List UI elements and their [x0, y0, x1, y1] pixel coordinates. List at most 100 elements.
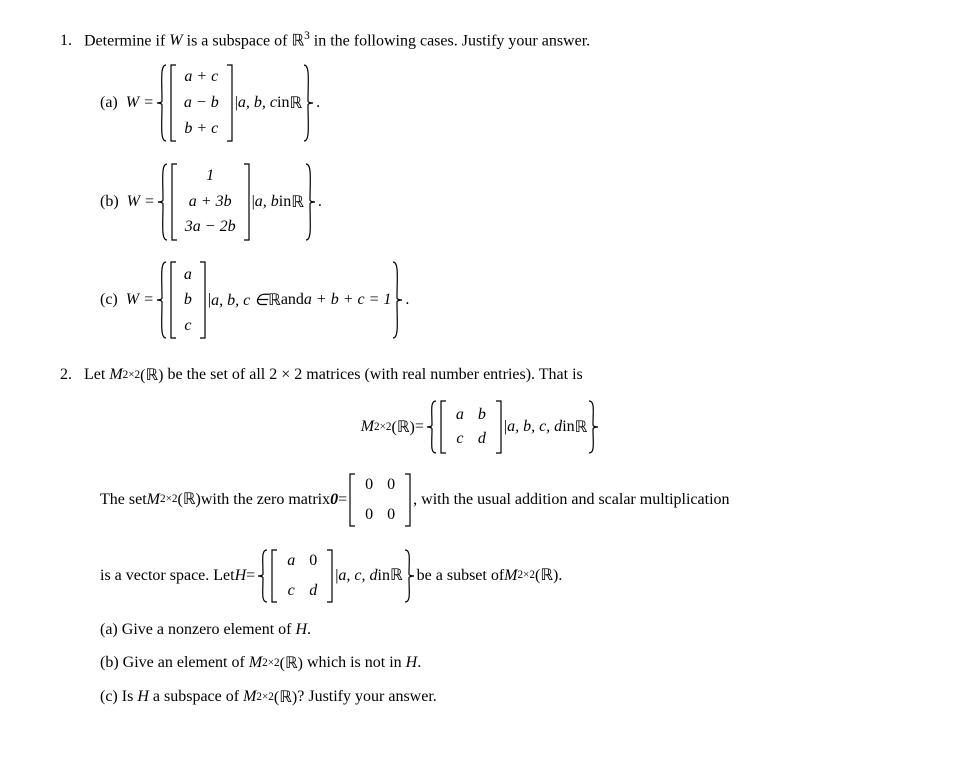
entry: c: [184, 313, 191, 339]
lhs: W =: [126, 291, 154, 309]
zero-vec: 0: [330, 488, 338, 512]
rbrace-icon: [391, 260, 405, 340]
lbracket-icon: [438, 399, 448, 455]
problem-2-line3: is a vector space. Let H = a 0 c d | a, …: [100, 545, 902, 607]
problem-2-text: Let M2×2(ℝ) be the set of all 2 × 2 matr…: [84, 365, 583, 385]
text: be the set of all 2 × 2 matrices (with r…: [163, 366, 582, 383]
entry: c: [287, 579, 295, 603]
eq: =: [338, 488, 347, 512]
matrix-entries: a 0 c d: [279, 545, 325, 607]
rbracket-icon: [325, 548, 335, 604]
lbracket-icon: [168, 260, 178, 340]
parenR: (ℝ): [274, 687, 297, 707]
entry: 3a − 2b: [185, 214, 236, 240]
text: Is: [122, 688, 138, 705]
text: .: [417, 654, 421, 671]
matrix-entries: a b c d: [448, 402, 494, 452]
M: M: [243, 688, 256, 706]
rbracket-icon: [403, 472, 413, 528]
lbracket-icon: [269, 548, 279, 604]
lbrace-icon: [154, 260, 168, 340]
set-R: ℝ: [289, 93, 302, 113]
problem-1b: (b) W = 1 a + 3b 3a − 2b | a, b in ℝ .: [100, 161, 902, 242]
zero-matrix: 0 0 0 0: [347, 469, 413, 531]
text: is a vector space. Let: [100, 564, 235, 588]
eq: =: [246, 564, 255, 588]
label-1c: (c): [100, 291, 118, 309]
text: is a subspace of: [183, 32, 292, 49]
entry: 0: [309, 549, 317, 573]
parenR: (ℝ): [535, 564, 558, 588]
vars: a, b, c: [238, 94, 277, 112]
M22R: M2×2(ℝ): [504, 564, 558, 588]
entry: a + 3b: [189, 189, 232, 215]
text: .: [307, 621, 311, 638]
entry: 0: [365, 473, 373, 497]
entry: d: [309, 579, 317, 603]
entry: b: [184, 287, 192, 313]
vars: a, b: [255, 193, 279, 211]
entry: a: [456, 406, 464, 424]
parenR: (ℝ): [177, 488, 200, 512]
vector-entries: 1 a + 3b 3a − 2b: [179, 161, 242, 242]
H: H: [406, 654, 418, 672]
vector-entries: a + c a − b b + c: [178, 62, 225, 143]
set-R: ℝ: [291, 32, 304, 49]
entry: b + c: [184, 116, 218, 142]
label-2b: (b): [100, 654, 119, 671]
lbrace-icon: [154, 63, 168, 143]
text: Let: [84, 366, 109, 383]
text: Give an element of: [123, 654, 249, 671]
set-R: ℝ: [390, 564, 403, 588]
text: ? Justify your answer.: [297, 688, 437, 705]
rbrace-icon: [403, 548, 417, 604]
sub: 2×2: [256, 691, 274, 703]
set-1c: W = a b c | a, b, c ∈ ℝ and a + b + c = …: [126, 260, 410, 341]
text: in: [279, 193, 291, 211]
eq-M22R-def: M2×2(ℝ) = a b c d | a, b, c, d in ℝ: [60, 399, 902, 455]
M22R: M2×2(ℝ): [109, 365, 163, 385]
matrix-entries: 0 0 0 0: [357, 469, 403, 531]
entry: a: [184, 262, 192, 288]
problem-2a: (a) Give a nonzero element of H.: [100, 621, 902, 639]
problem-1-number: 1.: [60, 32, 84, 50]
vars: a, b, c ∈: [211, 290, 268, 310]
period: .: [316, 94, 320, 112]
problem-2: 2. Let M2×2(ℝ) be the set of all 2 × 2 m…: [60, 365, 902, 707]
lbrace-icon: [424, 399, 438, 455]
M: M: [249, 654, 262, 672]
sub: 2×2: [374, 421, 392, 433]
text: The set: [100, 488, 147, 512]
set-1a: W = a + c a − b b + c | a, b, c in ℝ .: [126, 62, 320, 143]
problem-1-statement: 1. Determine if W is a subspace of ℝ3 in…: [60, 30, 902, 50]
M22R: M2×2(ℝ): [249, 653, 303, 673]
rbrace-icon: [587, 399, 601, 455]
problem-1a: (a) W = a + c a − b b + c | a, b, c in ℝ…: [100, 62, 902, 143]
set-R: ℝ: [291, 192, 304, 212]
text: Determine if: [84, 32, 169, 49]
lhs: W =: [126, 94, 154, 112]
entry: c: [456, 430, 464, 448]
lbrace-icon: [255, 548, 269, 604]
text: , with the usual addition and scalar mul…: [413, 488, 729, 512]
entry: a − b: [184, 90, 219, 116]
matrix-H: a 0 c d: [269, 545, 335, 607]
lbracket-icon: [168, 63, 178, 143]
sub: 2×2: [518, 567, 536, 584]
problem-2b: (b) Give an element of M2×2(ℝ) which is …: [100, 653, 902, 673]
rbrace-icon: [302, 63, 316, 143]
M: M: [504, 564, 517, 588]
period: .: [405, 291, 409, 309]
entry: d: [478, 430, 486, 448]
entry: 1: [206, 163, 214, 189]
text: in: [277, 94, 289, 112]
set-R: ℝ: [268, 290, 281, 310]
text: and: [281, 291, 304, 309]
rbracket-icon: [225, 63, 235, 143]
problem-1-text: Determine if W is a subspace of ℝ3 in th…: [84, 30, 590, 50]
text: a subspace of: [149, 688, 243, 705]
label-2a: (a): [100, 621, 118, 638]
M22R: M2×2(ℝ): [243, 687, 297, 707]
problem-1: 1. Determine if W is a subspace of ℝ3 in…: [60, 30, 902, 341]
label-1b: (b): [100, 193, 119, 211]
